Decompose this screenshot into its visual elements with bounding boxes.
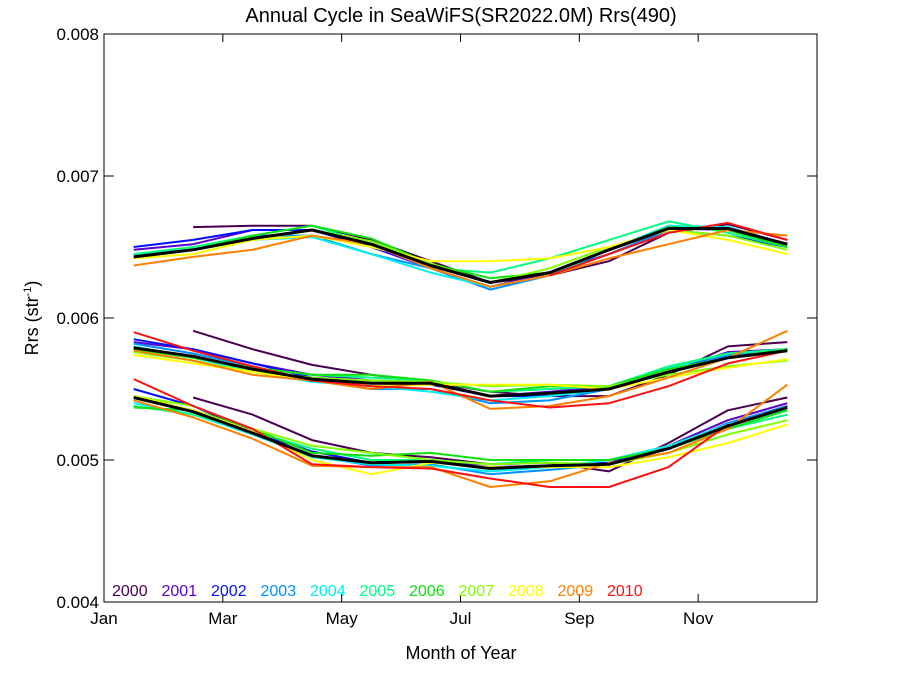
y-tick-label: 0.006 — [56, 309, 99, 328]
mean-line-group-1 — [133, 227, 788, 284]
y-axis-label-base: Rrs (str — [22, 296, 42, 355]
plot-frame — [103, 33, 818, 603]
y-axis-label-close: ) — [22, 281, 42, 287]
series-line-2008-group-2 — [133, 353, 788, 390]
y-axis-label-superscript: -1 — [22, 287, 34, 297]
y-axis-label: Rrs (str-1) — [22, 281, 42, 356]
y-tick-label: 0.008 — [56, 25, 99, 44]
y-axis: 0.004 0.005 0.006 0.007 0.008 — [56, 25, 817, 612]
y-tick-label: 0.004 — [56, 593, 99, 612]
series-line-2009-group-1 — [133, 229, 788, 288]
legend-entry-2003: 2003 — [261, 583, 297, 600]
x-tick-label: Nov — [683, 609, 714, 628]
legend-entry-2008: 2008 — [508, 583, 544, 600]
x-tick-label: Jan — [90, 609, 117, 628]
y-tick-label: 0.005 — [56, 451, 99, 470]
series-line-2010-group-1 — [549, 221, 788, 277]
mean-line-group-3 — [133, 396, 788, 470]
legend: 2000 2001 2002 2003 2004 2005 2006 2007 2008 2009… — [112, 583, 643, 600]
x-tick-label: Jul — [450, 609, 472, 628]
x-axis: Jan Mar May Jul Sep Nov — [90, 34, 714, 628]
legend-entry-2006: 2006 — [409, 583, 445, 600]
chart-title: Annual Cycle in SeaWiFS(SR2022.0M) Rrs(4… — [245, 5, 676, 27]
legend-entry-2004: 2004 — [310, 583, 346, 600]
mean-line-group-2 — [133, 346, 788, 398]
x-axis-label: Month of Year — [405, 643, 516, 663]
series-line-2004-group-3 — [133, 402, 788, 473]
legend-entry-2010: 2010 — [607, 583, 643, 600]
x-tick-label: Sep — [564, 609, 594, 628]
series-line-2010-group-2 — [133, 331, 788, 409]
legend-entry-2005: 2005 — [360, 583, 396, 600]
legend-entry-2002: 2002 — [211, 583, 247, 600]
y-tick-label: 0.007 — [56, 167, 99, 186]
x-tick-label: Mar — [208, 609, 238, 628]
legend-entry-2000: 2000 — [112, 583, 148, 600]
plot-lines — [133, 220, 788, 488]
series-line-2010-group-3 — [133, 378, 729, 488]
legend-entry-2009: 2009 — [558, 583, 594, 600]
x-tick-label: May — [326, 609, 359, 628]
series-line-2009-group-3 — [133, 383, 788, 488]
legend-entry-2007: 2007 — [459, 583, 495, 600]
legend-entry-2001: 2001 — [162, 583, 198, 600]
